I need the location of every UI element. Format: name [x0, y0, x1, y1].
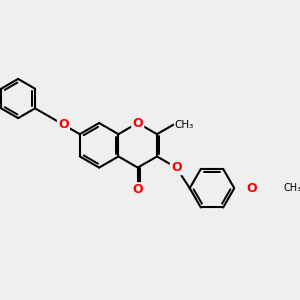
Text: O: O [132, 116, 143, 130]
Text: CH₃: CH₃ [175, 120, 194, 130]
Text: O: O [58, 118, 69, 131]
Text: O: O [171, 161, 181, 174]
Text: O: O [132, 183, 143, 196]
Text: O: O [247, 182, 257, 195]
Text: CH₃: CH₃ [284, 183, 300, 193]
